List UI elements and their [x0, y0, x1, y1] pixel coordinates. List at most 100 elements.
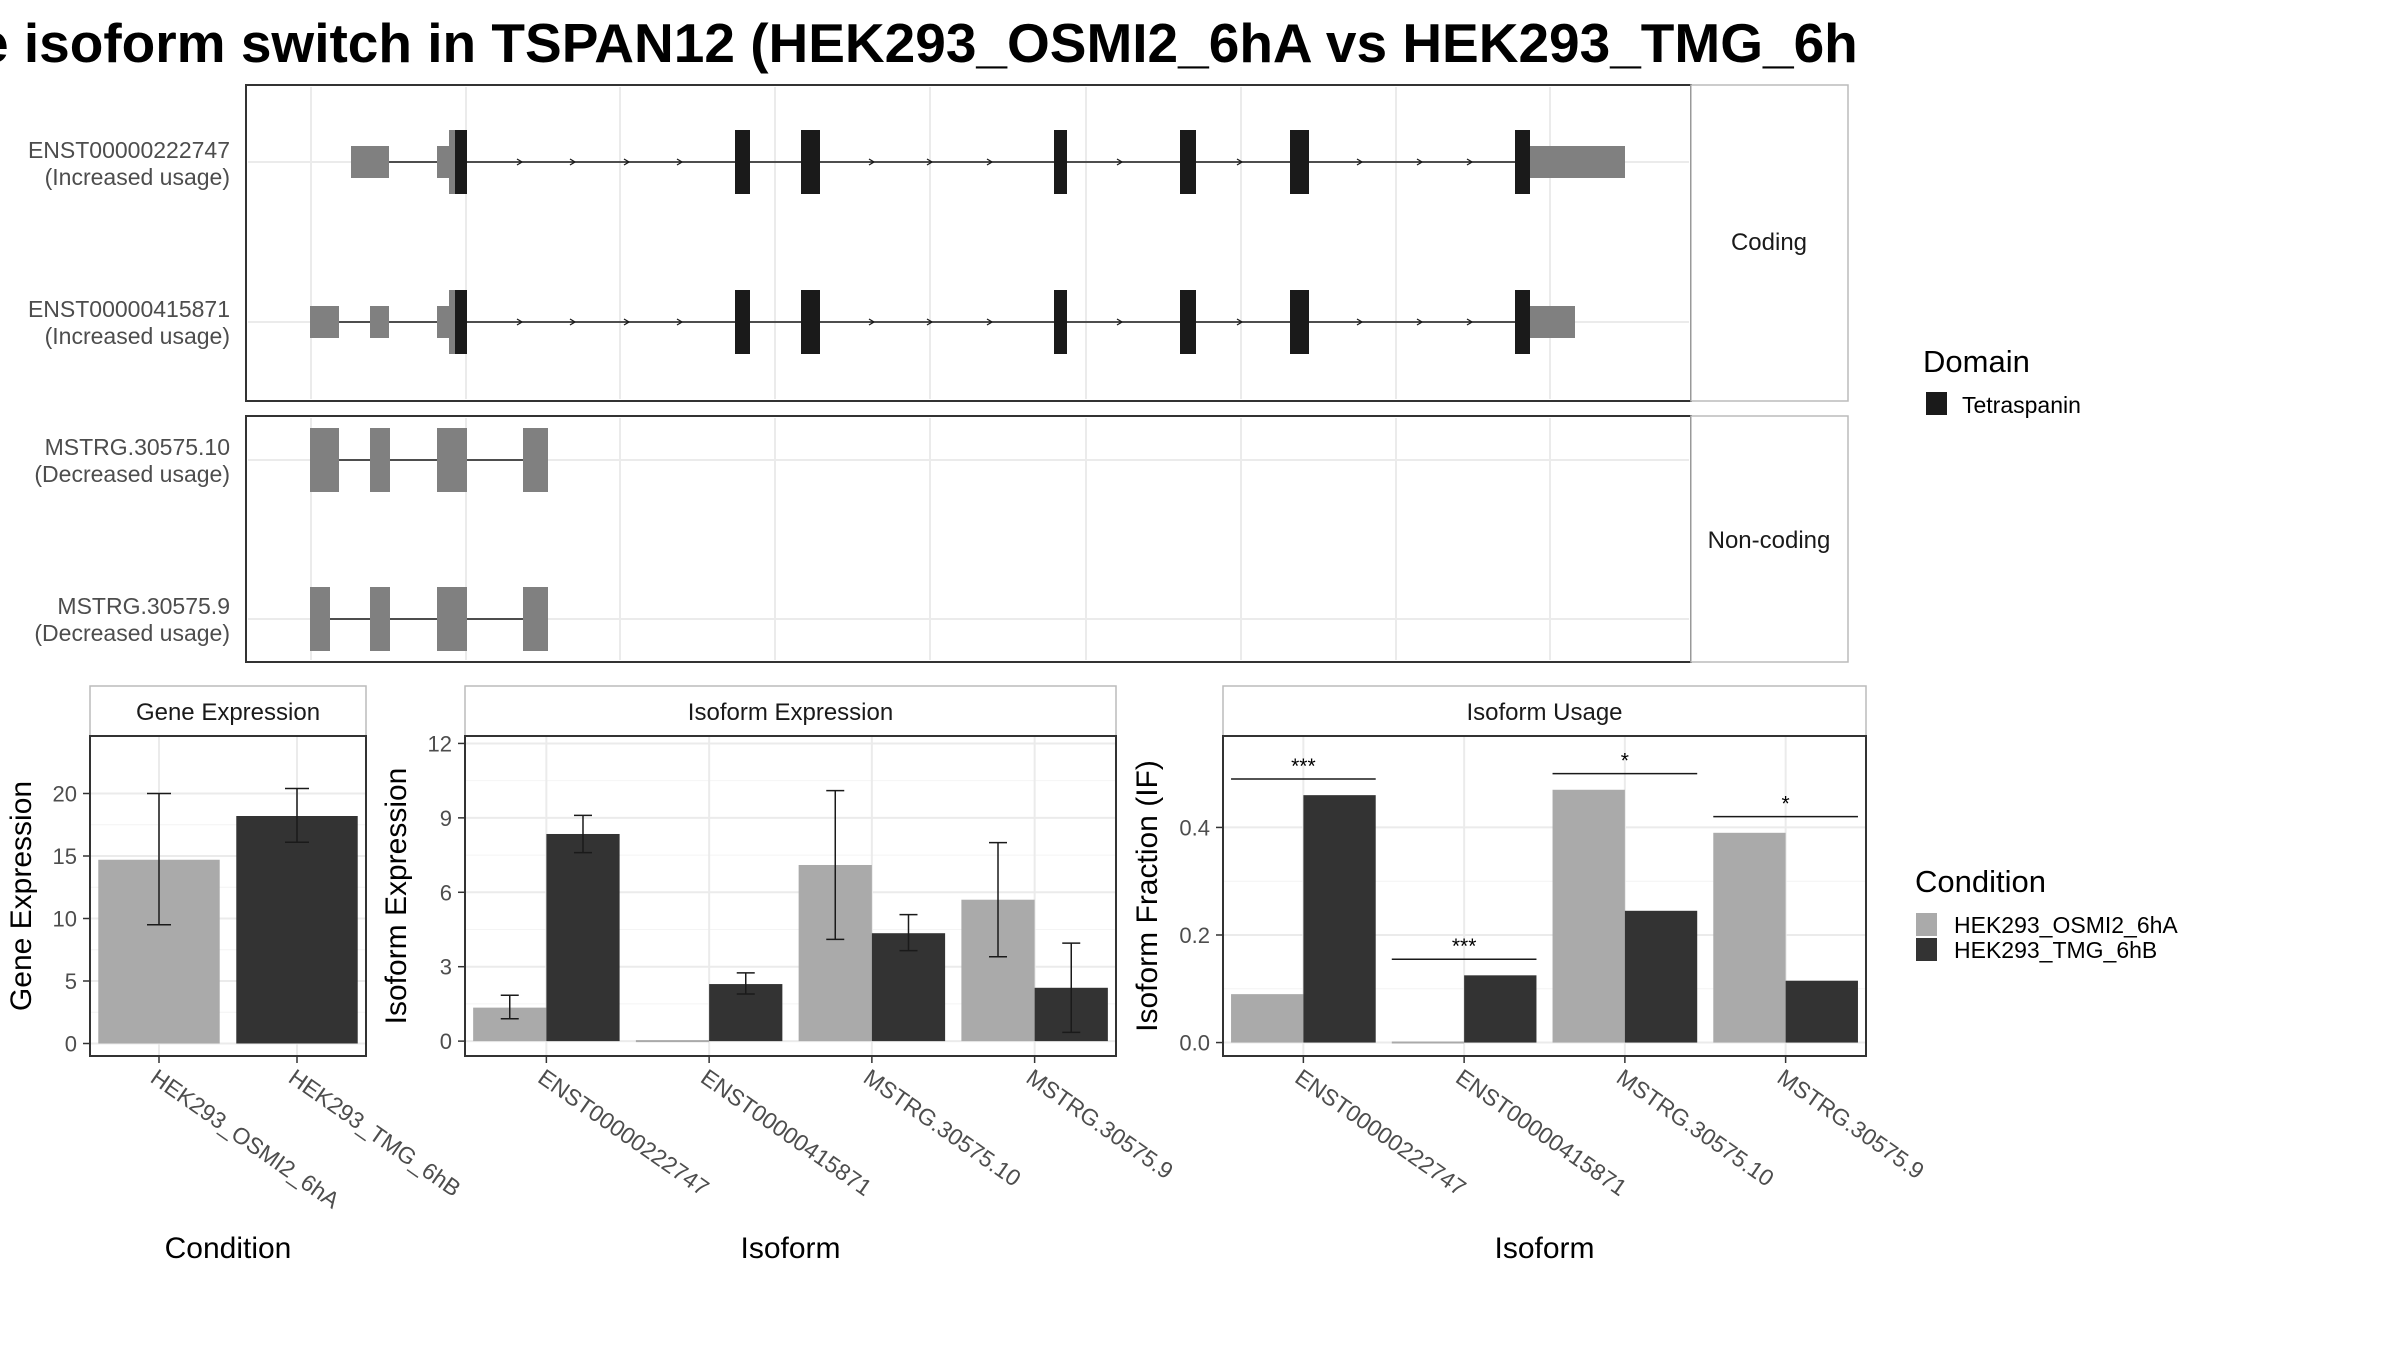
noncoding-exon [437, 587, 467, 651]
strand-arrow [1236, 158, 1244, 166]
y-tick-label: 0.2 [1179, 923, 1210, 948]
noncoding-exon [310, 428, 339, 492]
y-tick-label: 0.0 [1179, 1031, 1210, 1056]
x-tick-label: MSTRG.30575.9 [1022, 1064, 1178, 1184]
y-tick-label: 0 [65, 1032, 77, 1057]
tetraspanin-domain-exon [455, 130, 467, 194]
transcript-note-4: (Decreased usage) [34, 620, 230, 646]
tetraspanin-domain-exon [1180, 290, 1196, 354]
strand-arrow [1416, 158, 1424, 166]
bar [1464, 975, 1537, 1043]
tetraspanin-domain-exon [455, 290, 467, 354]
significance-label: *** [1291, 755, 1316, 778]
bar-chart-isoform-usage: Isoform Usage********0.00.20.4ENST000002… [1131, 685, 1929, 1265]
facet-strip [89, 685, 367, 737]
gene-structure-panel: Coding Non-coding ENST00000222747 (Incre… [28, 84, 1849, 663]
noncoding-exon [310, 587, 330, 651]
y-tick-label: 12 [428, 731, 452, 756]
noncoding-exon [523, 428, 548, 492]
utr-exon [370, 306, 389, 338]
strand-arrow [623, 318, 631, 326]
y-tick-label: 9 [440, 806, 452, 831]
transcript-id-1: ENST00000222747 [28, 137, 230, 163]
transcript-id-4: MSTRG.30575.9 [57, 593, 230, 619]
strand-arrow [1466, 158, 1474, 166]
x-tick-label: MSTRG.30575.9 [1773, 1064, 1929, 1184]
utr-exon [310, 306, 339, 338]
bar [1624, 910, 1698, 1043]
facet-strip-label: Isoform Expression [688, 699, 893, 726]
tetraspanin-domain-exon [1290, 130, 1309, 194]
bar-charts: Gene Expression05101520HEK293_OSMI2_6hAH… [5, 685, 1929, 1265]
utr-exon [437, 306, 451, 338]
x-axis-title: Isoform [740, 1232, 840, 1265]
condition-legend-key-a [1916, 913, 1937, 936]
utr-exon [449, 290, 456, 354]
utr-exon [351, 146, 389, 178]
noncoding-exon [523, 587, 548, 651]
tetraspanin-domain-exon [1180, 130, 1196, 194]
y-tick-label: 3 [440, 955, 452, 980]
facet-strip-label: Isoform Usage [1466, 699, 1622, 726]
x-tick-label: ENST00000415871 [1451, 1064, 1631, 1201]
strand-arrow [926, 158, 934, 166]
tetraspanin-domain-exon [1515, 130, 1530, 194]
utr-exon [449, 130, 456, 194]
strand-arrow [868, 158, 876, 166]
condition-legend-label-a: HEK293_OSMI2_6hA [1954, 912, 2178, 938]
coding-facet-label: Coding [1731, 229, 1807, 256]
facet-strip [1222, 685, 1867, 737]
panel-border [89, 735, 367, 1057]
transcript-note-3: (Decreased usage) [34, 461, 230, 487]
strand-arrow [676, 318, 684, 326]
bar [1713, 832, 1786, 1043]
y-axis-title: Isoform Fraction (IF) [1131, 760, 1164, 1032]
bar [546, 833, 620, 1042]
noncoding-exon [370, 428, 390, 492]
condition-legend-title: Condition [1915, 864, 2046, 899]
x-tick-label: ENST00000222747 [1291, 1064, 1471, 1201]
strand-arrow [1416, 318, 1424, 326]
strand-arrow [623, 158, 631, 166]
y-tick-label: 0.4 [1179, 815, 1210, 840]
x-axis-title: Condition [165, 1232, 292, 1265]
strand-arrow [986, 158, 994, 166]
strand-arrow [1236, 318, 1244, 326]
bar [1552, 789, 1625, 1043]
condition-legend: Condition HEK293_OSMI2_6hA HEK293_TMG_6h… [1915, 864, 2178, 963]
strand-arrow [926, 318, 934, 326]
transcript-models [310, 130, 1625, 651]
facet-strip [464, 685, 1117, 737]
transcript-note-2: (Increased usage) [45, 323, 230, 349]
tetraspanin-domain-exon [1054, 290, 1067, 354]
bar [1303, 795, 1376, 1043]
significance-label: * [1782, 793, 1790, 816]
utr-exon [437, 146, 451, 178]
y-tick-label: 10 [53, 907, 77, 932]
tetraspanin-domain-exon [1515, 290, 1530, 354]
coding-facet-panel [245, 84, 1692, 402]
x-tick-label: MSTRG.30575.10 [859, 1064, 1026, 1192]
utr-exon [1530, 306, 1575, 338]
y-tick-label: 15 [53, 844, 77, 869]
strand-arrow [1466, 318, 1474, 326]
strand-arrow [516, 318, 524, 326]
y-axis-title: Isoform Expression [380, 768, 413, 1025]
bar [236, 816, 358, 1044]
strand-arrow [1116, 318, 1124, 326]
domain-legend-label: Tetraspanin [1962, 392, 2081, 418]
noncoding-facet-panel [245, 415, 1692, 663]
tetraspanin-domain-exon [1054, 130, 1067, 194]
coding-facet-strip [1690, 84, 1849, 402]
x-tick-label: ENST00000415871 [696, 1064, 876, 1201]
y-tick-label: 0 [440, 1029, 452, 1054]
condition-legend-label-b: HEK293_TMG_6hB [1954, 937, 2157, 963]
noncoding-exon [437, 428, 467, 492]
x-tick-label: MSTRG.30575.10 [1612, 1064, 1779, 1192]
transcript-id-2: ENST00000415871 [28, 296, 230, 322]
page-title: e isoform switch in TSPAN12 (HEK293_OSMI… [0, 12, 1858, 74]
bar-chart-isoform-expression: Isoform Expression 0 3 6 9 12 ENST00000222747E… [380, 685, 1178, 1265]
utr-exon [1530, 146, 1625, 178]
y-axis-title: Gene Expression [5, 781, 38, 1011]
